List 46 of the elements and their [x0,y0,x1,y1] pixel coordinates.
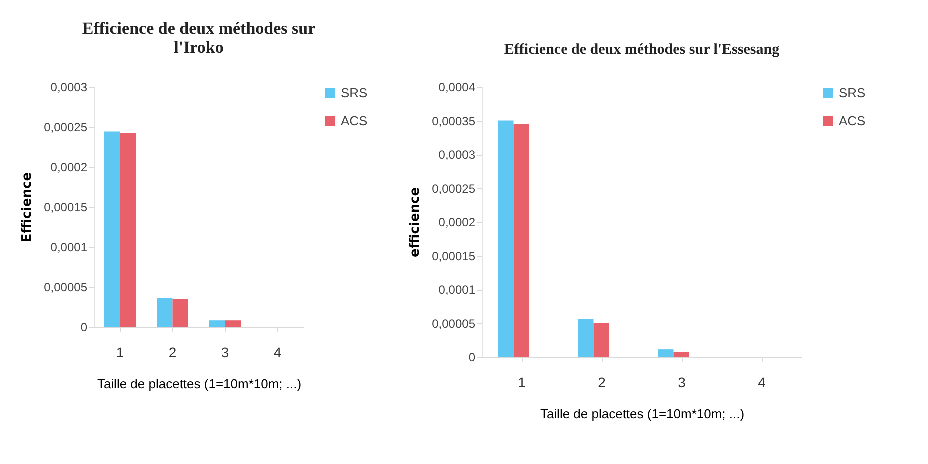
x-tick-label: 2 [598,374,606,390]
bar [514,124,530,357]
legend-label: SRS [839,86,866,100]
bar [578,319,594,357]
bar [172,299,188,327]
y-tick-label: 0,00025 [432,182,476,196]
bar [157,298,173,327]
chart-title: Efficience de deux méthodes sur l'Essesang [504,42,780,58]
x-axis-title: Taille de placettes (1=10m*10m; ...) [540,406,745,422]
legend-label: SRS [341,86,368,100]
y-axis-title: efficience [408,187,424,258]
bar [594,323,610,357]
bar [498,120,514,357]
x-tick-label: 3 [678,374,686,390]
y-tick-label: 0,00015 [432,249,476,264]
x-tick-label: 3 [221,344,230,360]
chart-title: Efficience de deux méthodes sur l'Iroko [82,19,316,57]
y-tick-label: 0,00025 [44,120,88,134]
y-tick-label: 0,0002 [50,160,88,174]
bar [674,352,690,357]
bar [210,320,226,327]
y-tick-label: 0,00005 [44,280,88,294]
bar [120,133,136,327]
bar [658,350,674,357]
legend-label: ACS [341,114,368,128]
y-tick-label: 0,00015 [44,200,88,214]
y-tick-label: 0 [80,320,88,334]
y-axis-title: Efficience [20,172,36,243]
y-tick-label: 0,0003 [438,148,476,162]
x-tick-label: 4 [758,374,766,390]
bar [225,320,241,327]
y-tick-label: 0,00035 [432,114,476,128]
x-axis-title: Taille de placettes (1=10m*10m; ...) [97,376,302,392]
y-tick-label: 0,0003 [50,80,88,94]
x-tick-label: 1 [518,374,526,390]
x-tick-label: 1 [116,344,124,360]
y-tick-label: 0,0002 [438,216,476,230]
y-tick-label: 0 [468,350,476,364]
x-tick-label: 4 [274,344,282,360]
y-tick-label: 0,0001 [50,240,88,254]
y-tick-label: 0,0001 [438,283,476,297]
legend-label: ACS [839,114,866,128]
x-tick-label: 2 [168,344,177,360]
y-tick-label: 0,00005 [432,316,476,331]
bar [104,132,120,327]
y-tick-label: 0,0004 [438,80,476,94]
